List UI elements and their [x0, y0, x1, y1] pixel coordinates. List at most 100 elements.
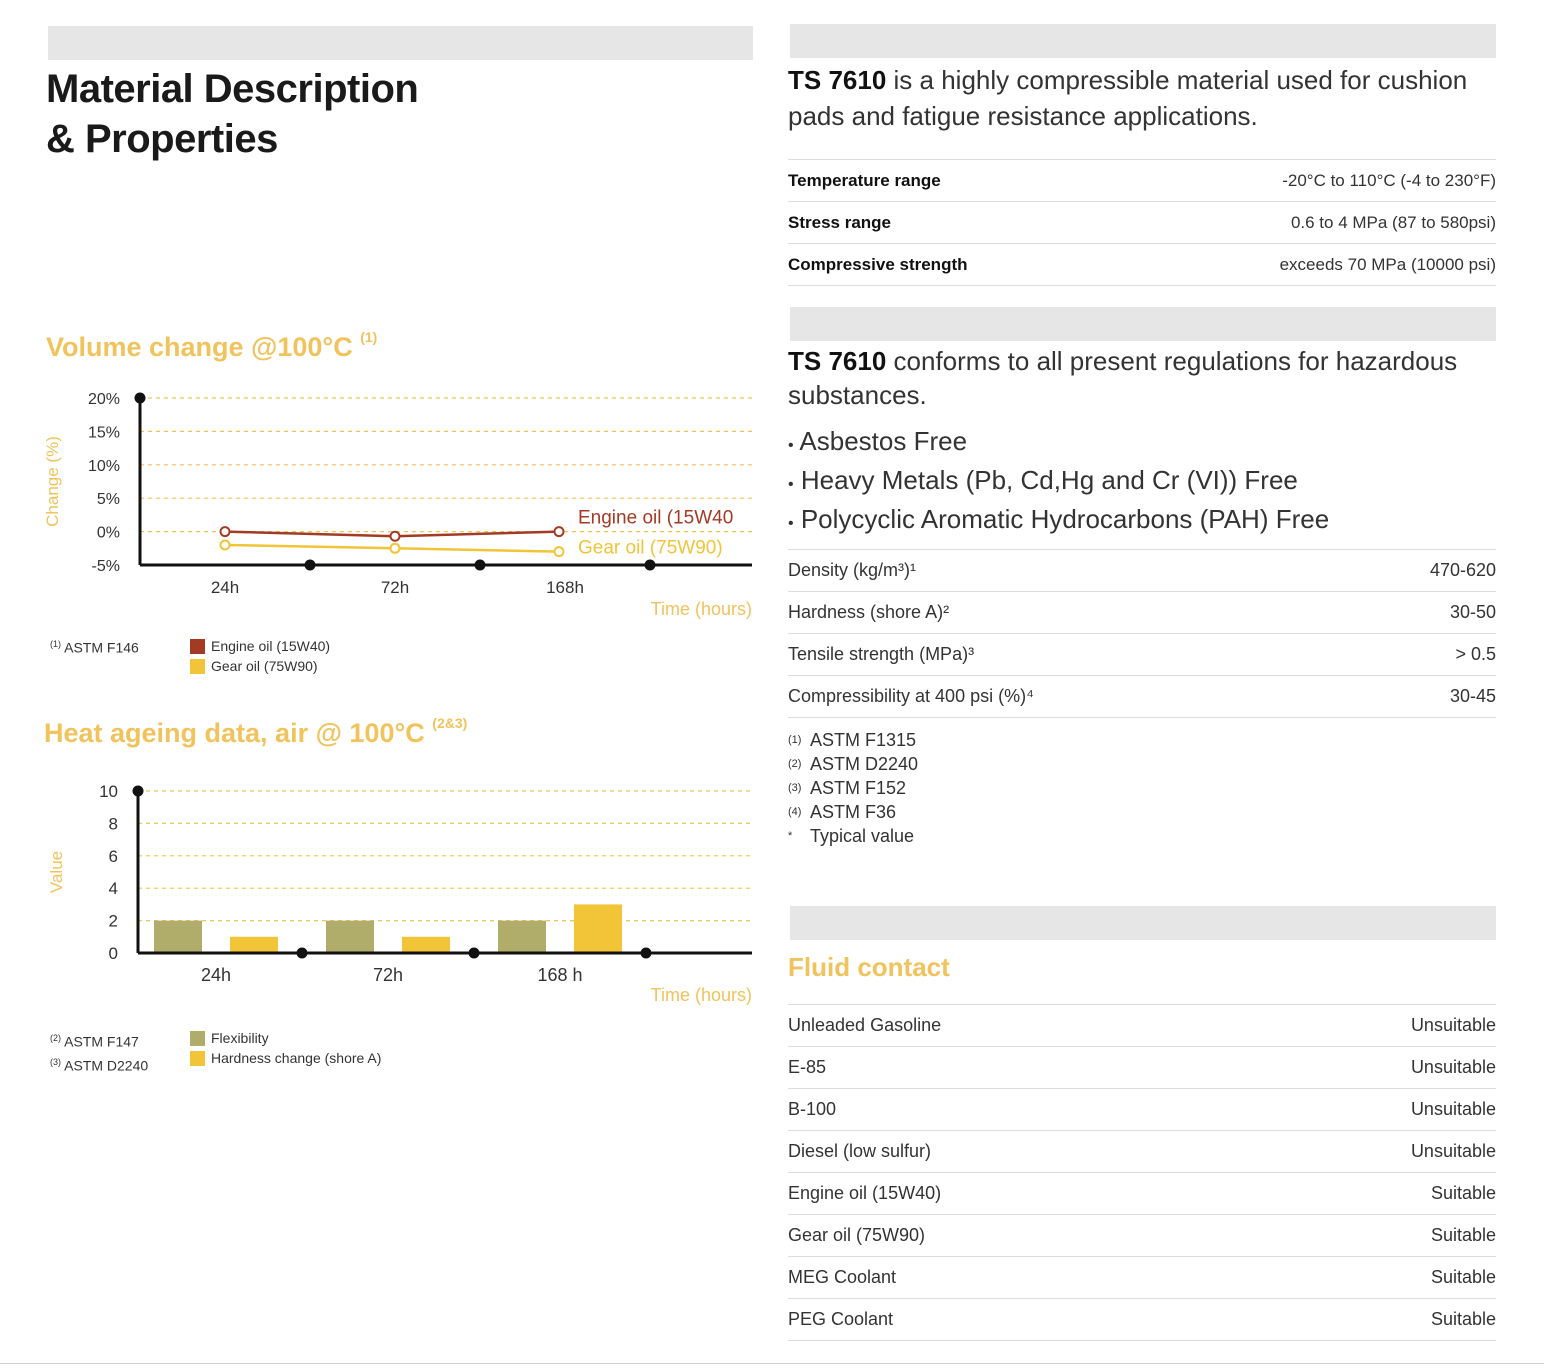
range-value: -20°C to 110°C (-4 to 230°F): [1282, 170, 1496, 190]
bullet-item: • Asbestos Free: [788, 426, 968, 456]
property-label: Tensile strength (MPa)³: [788, 644, 975, 664]
fluid-contact-title: Fluid contact: [788, 952, 950, 982]
series-label-gear-oil: Gear oil (75W90): [578, 538, 723, 559]
fluid-row: Unleaded Gasoline Unsuitable: [788, 1005, 1496, 1047]
legend-label-engine-oil: Engine oil (15W40): [211, 638, 331, 654]
fluid-name: MEG Coolant: [788, 1267, 897, 1287]
volume-chart-title-text: Volume change @100°C: [46, 332, 353, 362]
note-marker: (4): [788, 806, 802, 818]
bullet-item: • Polycyclic Aromatic Hydrocarbons (PAH)…: [788, 504, 1330, 534]
fluid-rating: Unsuitable: [1410, 1141, 1496, 1161]
bar-flexibility: [498, 920, 546, 953]
page-title-line1: Material Description: [46, 67, 419, 111]
fluid-rating: Unsuitable: [1410, 1057, 1496, 1077]
x-axis-tick-dot: [644, 559, 656, 571]
note-item: * Typical value: [788, 824, 918, 848]
range-row: Stress range 0.6 to 4 MPa (87 to 580psi): [788, 202, 1496, 244]
fluid-row: MEG Coolant Suitable: [788, 1257, 1496, 1299]
y-tick-label: 10: [99, 782, 118, 801]
volume-legend: Engine oil (15W40) Gear oil (75W90): [190, 636, 330, 676]
legend-swatch-hardness: [190, 1050, 205, 1066]
bar-hardness: [230, 936, 278, 953]
bullet-text: Polycyclic Aromatic Hydrocarbons (PAH) F…: [800, 504, 1330, 534]
regulations-bullets: • Asbestos Free • Heavy Metals (Pb, Cd,H…: [788, 424, 1329, 541]
property-row: Tensile strength (MPa)³ > 0.5: [788, 634, 1496, 676]
data-point: [219, 539, 231, 551]
property-value: 30-50: [1449, 602, 1496, 622]
note-text: ASTM F152: [810, 778, 907, 798]
fluid-contact-table: Unleaded Gasoline Unsuitable E-85 Unsuitab…: [788, 1004, 1496, 1341]
fluid-rating: Unsuitable: [1410, 1099, 1496, 1119]
x-tick-label: 72h: [381, 578, 409, 597]
note-marker: (2): [788, 758, 802, 770]
heat-footnote-2-marker: (3): [50, 1056, 61, 1067]
data-point: [389, 530, 401, 542]
heat-ageing-chart: 10 8 6 4 2 0 24h 72h 168 h Value Time (hours): [47, 782, 752, 1005]
legend-label-gear-oil: Gear oil (75W90): [211, 658, 318, 674]
fluid-row: B-100 Unsuitable: [788, 1089, 1496, 1131]
data-point: [553, 526, 565, 538]
series-label-engine-oil: Engine oil (15W40: [578, 508, 733, 529]
bar-flexibility: [326, 920, 374, 953]
y-tick-label: 5%: [97, 491, 120, 508]
data-point: [389, 542, 401, 554]
range-value: exceeds 70 MPa (10000 psi): [1279, 254, 1496, 274]
heat-footnote-1: (2) ASTM F147: [50, 1028, 148, 1052]
y-tick-label: -5%: [92, 558, 120, 575]
fluid-name: Gear oil (75W90): [788, 1225, 926, 1245]
fluid-name: PEG Coolant: [788, 1309, 894, 1329]
volume-chart-title-ref: (1): [360, 329, 378, 345]
bullet-text: Heavy Metals (Pb, Cd,Hg and Cr (VI)) Fre…: [800, 465, 1298, 495]
x-axis-tick-dot: [296, 947, 308, 959]
heat-footnote-2: (3) ASTM D2240: [50, 1052, 148, 1076]
note-text: ASTM F1315: [810, 730, 917, 750]
y-tick-label: 0: [109, 944, 118, 963]
x-axis-tick-dot: [468, 947, 480, 959]
properties-table: Density (kg/m³)¹ 470-620 Hardness (shore …: [788, 549, 1496, 718]
heat-footnote-2-text: ASTM D2240: [64, 1057, 149, 1074]
regulations-product: TS 7610: [788, 346, 887, 376]
legend-item-gear-oil: Gear oil (75W90): [190, 656, 330, 676]
heat-chart-title-text: Heat ageing data, air @ 100°C: [44, 718, 425, 748]
regulations-text: TS 7610 conforms to all present regulati…: [788, 344, 1500, 412]
y-tick-label: 20%: [88, 391, 120, 408]
fluid-row: Gear oil (75W90) Suitable: [788, 1215, 1496, 1257]
fluid-name: Unleaded Gasoline: [788, 1015, 942, 1035]
fluid-name: E-85: [788, 1057, 827, 1077]
fluid-rating: Suitable: [1430, 1267, 1496, 1287]
fluid-row: E-85 Unsuitable: [788, 1047, 1496, 1089]
note-text: Typical value: [810, 826, 915, 846]
fluid-row: PEG Coolant Suitable: [788, 1299, 1496, 1341]
volume-footnote-marker: (1): [50, 639, 61, 649]
range-label: Temperature range: [788, 170, 941, 190]
range-label: Stress range: [788, 212, 891, 232]
bar-flexibility: [154, 920, 202, 953]
property-row: Compressibility at 400 psi (%)⁴ 30-45: [788, 676, 1496, 718]
x-tick-label: 72h: [373, 965, 403, 985]
volume-footnote-text: ASTM F146: [64, 639, 139, 656]
note-marker: (1): [788, 734, 802, 746]
bullet-text: Asbestos Free: [799, 426, 968, 456]
x-tick-label: 168 h: [537, 965, 582, 985]
page-bottom-divider: [0, 1363, 1544, 1364]
x-tick-label: 168h: [546, 578, 584, 597]
legend-swatch-engine-oil: [190, 638, 205, 654]
legend-label-hardness: Hardness change (shore A): [211, 1050, 382, 1066]
note-text: ASTM F36: [810, 802, 897, 822]
fluid-rating: Suitable: [1430, 1309, 1496, 1329]
note-item: (3) ASTM F152: [788, 776, 918, 800]
heat-legend: Flexibility Hardness change (shore A): [190, 1028, 381, 1068]
heat-chart-title: Heat ageing data, air @ 100°C (2&3): [44, 715, 467, 749]
property-notes: (1) ASTM F1315 (2) ASTM D2240 (3) ASTM F152…: [788, 728, 918, 848]
legend-item-engine-oil: Engine oil (15W40): [190, 636, 330, 656]
volume-chart-title: Volume change @100°C (1): [46, 329, 378, 363]
range-value: 0.6 to 4 MPa (87 to 580psi): [1290, 212, 1496, 232]
x-tick-label: 24h: [211, 578, 239, 597]
y-axis-label: Value: [47, 851, 66, 893]
y-tick-label: 10%: [88, 458, 120, 475]
bullet-item: • Heavy Metals (Pb, Cd,Hg and Cr (VI)) F…: [788, 465, 1298, 495]
note-item: (2) ASTM D2240: [788, 752, 918, 776]
bar-hardness: [402, 936, 450, 953]
y-tick-label: 2: [109, 912, 118, 931]
property-label: Compressibility at 400 psi (%)⁴: [788, 686, 1034, 706]
